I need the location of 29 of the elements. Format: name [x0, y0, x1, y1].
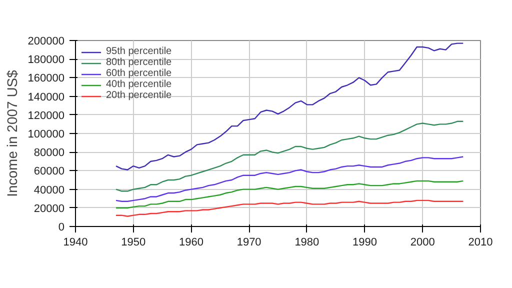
y-tick-label: 120000 — [28, 110, 65, 122]
y-tick-label: 40000 — [34, 184, 65, 196]
line-series — [115, 200, 464, 217]
y-tick-label: 0 — [58, 222, 65, 234]
y-tick-label: 80000 — [34, 147, 65, 160]
legend-label: 80th percentile — [106, 57, 172, 68]
y-tick-label: 20000 — [34, 202, 65, 215]
legend-label: 60th percentile — [106, 68, 172, 79]
y-tick-label: 140000 — [28, 91, 65, 104]
x-tick-label: 1940 — [63, 236, 88, 248]
legend-label: 20th percentile — [106, 90, 172, 101]
x-tick-label: 1990 — [352, 236, 378, 248]
x-tick-label: 1970 — [236, 236, 262, 248]
x-tick-label: 1950 — [121, 236, 146, 248]
x-tick-label: 1960 — [178, 236, 204, 248]
x-tick-label: 1980 — [294, 236, 320, 248]
line-series — [115, 156, 464, 202]
y-tick-label: 60000 — [34, 166, 65, 178]
line-series — [115, 120, 464, 192]
y-axis-title: Income in 2007 US$ — [4, 70, 20, 197]
y-tick-label: 200000 — [28, 36, 65, 48]
y-tick-label: 160000 — [28, 72, 65, 85]
y-tick-label: 100000 — [28, 128, 65, 140]
x-tick-label: 2000 — [410, 236, 435, 248]
legend-label: 40th percentile — [106, 79, 172, 90]
line-series — [115, 180, 464, 208]
y-tick-label: 180000 — [28, 54, 65, 66]
x-tick-label: 2010 — [468, 236, 493, 248]
legend-label: 95th percentile — [106, 46, 172, 57]
